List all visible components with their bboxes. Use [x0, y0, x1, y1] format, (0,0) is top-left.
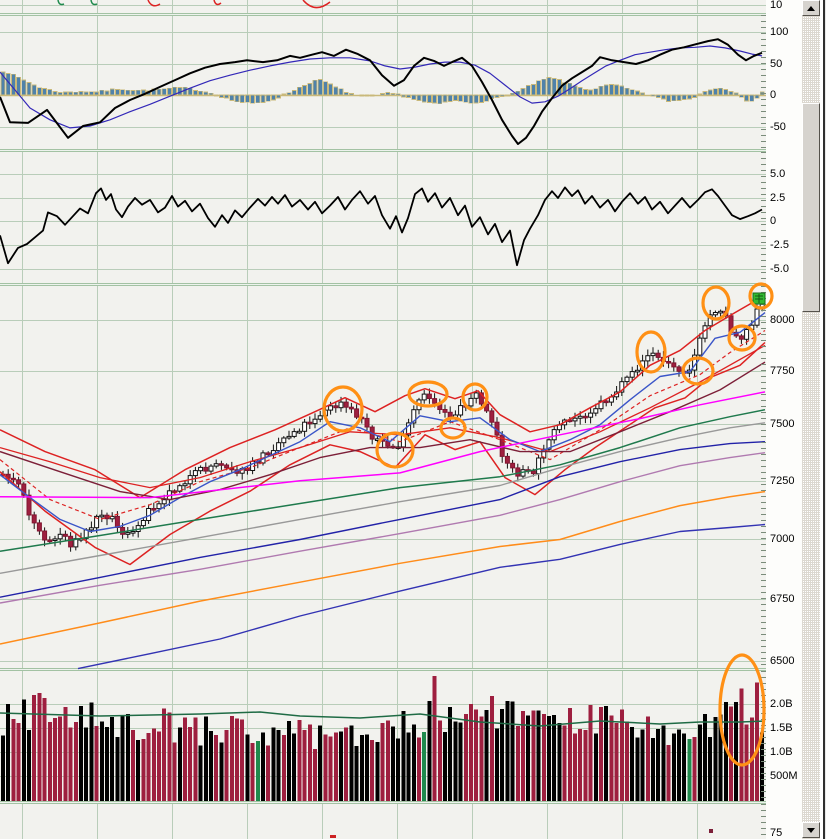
arrow-up-icon — [807, 5, 815, 11]
vertical-scrollbar[interactable] — [802, 0, 820, 839]
scroll-down-button[interactable] — [802, 822, 820, 838]
arrow-down-icon — [807, 827, 815, 833]
scrollbar-thumb[interactable] — [802, 103, 820, 312]
window-right-edge — [820, 0, 826, 839]
scroll-up-button[interactable] — [802, 0, 820, 16]
